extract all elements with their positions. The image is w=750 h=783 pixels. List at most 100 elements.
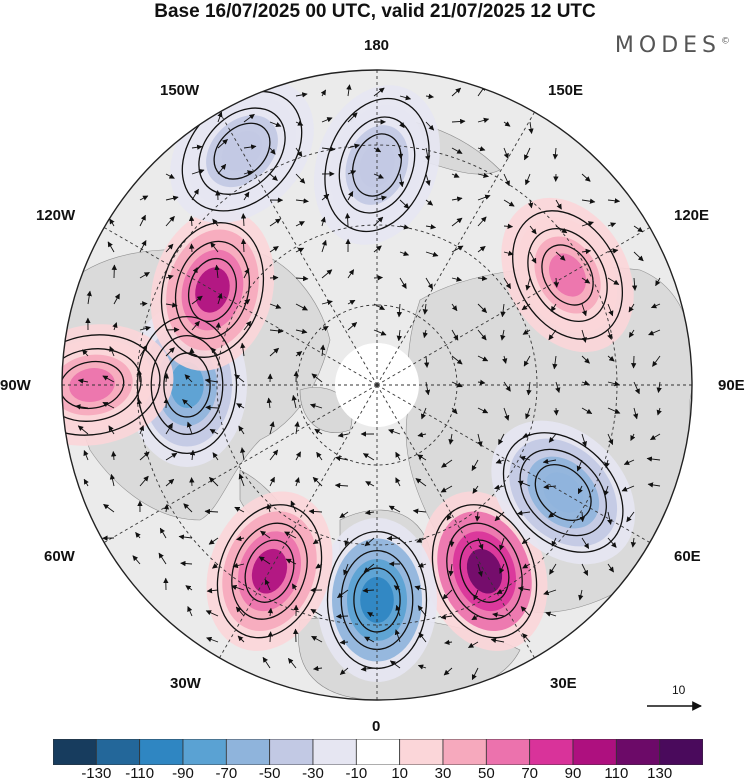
wind-vector [451,276,462,282]
wind-vector [113,293,120,305]
wind-vector [262,656,271,669]
wind-vector [543,589,557,596]
wind-vector [399,250,410,256]
wind-vector [555,225,568,234]
wind-vector [269,173,278,181]
lon-label-90w: 90W [0,377,31,394]
wind-vector [339,639,349,645]
wind-vector [183,503,193,513]
wind-vector [210,347,219,357]
wind-vector [477,172,489,178]
wind-vector [136,398,143,409]
wind-vector [102,401,115,409]
colorbar-tick-label: -70 [215,765,238,782]
wind-vector [496,588,505,594]
colorbar-tick-label: 90 [564,765,582,782]
wind-vector [494,511,505,522]
wind-vector [417,605,427,617]
wind-vector [373,303,385,310]
wind-vector [503,381,511,392]
wind-vector [529,225,537,235]
wind-vector [109,473,116,487]
wind-vector [165,302,178,308]
wind-vector [240,213,247,227]
wind-vector [521,303,531,311]
wind-vector [311,373,323,383]
wind-vector [373,245,382,253]
wind-vector [396,303,403,318]
wind-vector [185,585,193,591]
wind-vector [424,147,431,162]
wind-vector [521,537,531,545]
wind-vector [295,120,304,126]
wind-vector [295,247,305,253]
wind-vector [448,433,454,445]
wind-vector [165,195,179,201]
wind-vector [139,475,149,487]
wind-vector [243,299,251,305]
colorbar-tick-label: 110 [604,765,629,782]
wind-vector [473,589,479,601]
wind-vector [260,530,271,539]
wind-vector [344,537,350,547]
wind-vector [347,191,354,201]
colorbar-swatch [615,739,661,765]
wind-vector [344,212,351,227]
wind-vector [581,329,587,343]
wind-vector [212,452,219,461]
wind-vector [422,329,428,339]
wind-vector [334,482,349,489]
wind-vector [321,146,336,152]
wind-vector [284,531,297,539]
wind-vector [607,407,621,414]
wind-vector [269,449,279,461]
wind-vector [136,369,142,383]
wind-vector [388,505,401,513]
wind-vector [191,169,205,175]
wind-vector [139,214,146,227]
wind-vector [607,277,620,285]
meridian-line [219,384,378,659]
wind-vector [110,451,117,461]
wind-vector [648,329,661,336]
wind-vector [189,449,196,461]
wind-vector [363,563,375,573]
wind-vector [165,452,178,461]
wind-vector [212,563,219,569]
wind-vector [139,301,148,307]
wind-vector [235,606,245,617]
wind-vector [206,636,219,643]
wind-vector [139,425,145,435]
wind-vector [217,163,227,175]
lon-label-60w: 60W [44,548,75,565]
wind-vector [295,275,309,282]
wind-vector [165,422,173,435]
wind-vector [581,248,592,255]
wind-vector [364,509,375,516]
wind-vector [373,87,385,97]
colorbar-swatch [53,739,97,765]
lon-label-180: 180 [364,37,390,54]
wind-vector [316,451,323,461]
wind-vector [578,589,584,601]
wind-vector [477,117,490,123]
wind-vector [295,451,301,461]
wind-vector [204,508,219,515]
meridian-line [376,384,535,659]
wind-vector [214,264,220,279]
colorbar-tick-label: -50 [258,765,281,782]
wind-vector [264,579,271,591]
wind-vector [295,303,308,311]
wind-vector [451,303,458,312]
wind-vector [448,563,454,577]
wind-vector [477,407,489,414]
wind-vector [524,173,531,186]
wind-vector [553,277,560,288]
wind-vector [191,295,203,305]
wind-vector [451,87,462,97]
wind-vector [191,267,198,279]
anomaly-center [317,518,437,682]
wind-vector [186,421,193,435]
wind-vector [503,147,509,159]
wind-vector [240,238,247,253]
